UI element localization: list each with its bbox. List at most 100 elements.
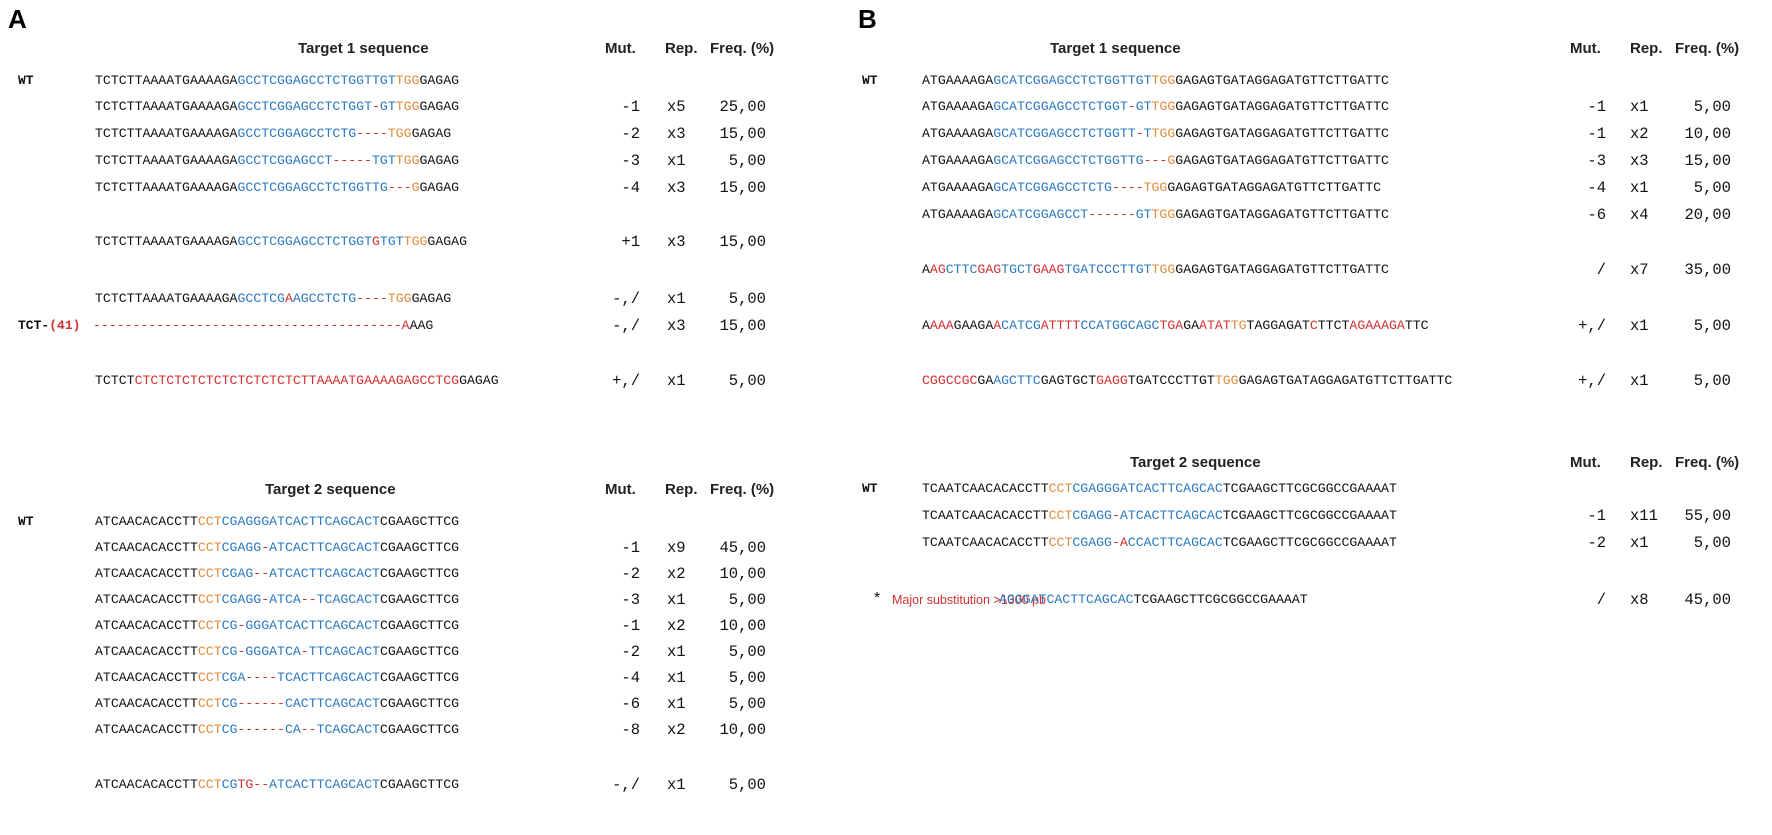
repetition-count: x1: [1630, 98, 1649, 116]
frequency-value: 5,00: [728, 290, 766, 308]
sequence-segment: GAGG: [1096, 373, 1128, 388]
repetition-count: x1: [1630, 534, 1649, 552]
frequency-value: 10,00: [719, 617, 766, 635]
sequence-segment: C: [1309, 318, 1318, 333]
sequence-segment: TCGAAGCTTCGCGGCCGAAAAT: [1222, 508, 1397, 523]
row-label: WT: [18, 73, 34, 88]
alignment-row: ATGAAAAGAGCATCGGAGCCTCTG----TGGGAGAGTGAT…: [0, 179, 1772, 200]
sequence-segment: -: [1135, 126, 1144, 141]
alignment-row: TCTCTTAAAATGAAAAGAGCCTCGAAGCCTCTG----TGG…: [0, 290, 1772, 311]
sequence-segment: CG: [221, 644, 238, 659]
panel-b-target1-mut-header: Mut.: [1570, 40, 1601, 57]
sequence-segment: TCAATCAACACACCTT: [922, 508, 1049, 523]
dna-sequence: ATCAACACACCTTCCTCG------CA--TCAGCACTCGAA…: [95, 722, 459, 737]
dna-sequence: AGGGATCACTTCAGCACTCGAAGCTTCGCGGCCGAAAAT: [999, 592, 1308, 607]
sequence-segment: AG: [929, 262, 946, 277]
mutation-value: -1: [1587, 98, 1606, 116]
sequence-segment: GCCTCGGAGCCTCTGGT: [237, 99, 372, 114]
dna-sequence: TCAATCAACACACCTTCCTCGAGGGATCACTTCAGCACTC…: [922, 481, 1397, 496]
sequence-segment: GAAGA: [953, 318, 994, 333]
sequence-segment: -: [237, 644, 246, 659]
panel-b-target2-title: Target 2 sequence: [1130, 454, 1261, 471]
mutation-value: -1: [1587, 125, 1606, 143]
frequency-value: 15,00: [719, 233, 766, 251]
panel-b-target2-freq-header: Freq. (%): [1675, 454, 1740, 471]
sequence-segment: ----: [356, 126, 388, 141]
frequency-value: 15,00: [719, 317, 766, 335]
alignment-row: ATCAACACACCTTCCTCG-GGGATCACTTCAGCACTCGAA…: [0, 617, 1772, 638]
dna-sequence: ATGAAAAGAGCATCGGAGCCTCTGGT-GTTGGGAGAGTGA…: [922, 99, 1389, 114]
sequence-segment: GAGAGTGATAGGAGATGTTCTTGATTC: [1175, 207, 1389, 222]
alignment-row: TCTCTTAAAATGAAAAGAGCCTCGGAGCCTCTGGTTG---…: [0, 179, 1772, 200]
frequency-value: 10,00: [719, 721, 766, 739]
frequency-value: 5,00: [1693, 179, 1731, 197]
sequence-segment: GT: [379, 99, 396, 114]
mutation-value: -,/: [612, 317, 640, 335]
alignment-row: TCAATCAACACACCTTCCTCGAGG-ATCACTTCAGCACTC…: [0, 507, 1772, 528]
sequence-segment: GCCTCGGAGCCTCTGGT: [237, 234, 372, 249]
mutation-value: -2: [621, 125, 640, 143]
sequence-segment: TGG: [387, 291, 412, 306]
panel-b-target1-freq-header: Freq. (%): [1675, 40, 1740, 57]
frequency-value: 5,00: [728, 152, 766, 170]
sequence-segment: TG: [237, 777, 254, 792]
panel-a-target2-mut-header: Mut.: [605, 481, 636, 498]
sequence-segment: GCCTCGGAGCCTCTGGTTGT: [237, 73, 396, 88]
sequence-segment: ATCAACACACCTT: [95, 696, 198, 711]
mutation-value: -2: [1587, 534, 1606, 552]
sequence-segment: CA: [284, 722, 301, 737]
sequence-segment: CGAAGCTTCG: [379, 696, 460, 711]
sequence-segment: GAGAGTGATAGGAGATGTTCTTGATTC: [1175, 262, 1389, 277]
sequence-segment: TGG: [403, 234, 428, 249]
sequence-segment: TGG: [395, 99, 420, 114]
sequence-segment: TGG: [1151, 73, 1176, 88]
sequence-segment: CGAAGCTTCG: [379, 777, 460, 792]
sequence-segment: ATTTT: [1040, 318, 1081, 333]
sequence-segment: ATAT: [1199, 318, 1231, 333]
sequence-segment: GAGAG: [419, 153, 460, 168]
sequence-segment: GCATCGGAGCCTCTGGTTGT: [993, 73, 1152, 88]
mutation-value: -8: [621, 721, 640, 739]
sequence-segment: GA: [977, 373, 994, 388]
sequence-segment: TCTCT: [95, 373, 135, 388]
panel-a-target2-rep-header: Rep.: [665, 481, 698, 498]
repetition-count: x1: [667, 372, 686, 390]
repetition-count: x8: [1630, 591, 1649, 609]
dna-sequence: ATGAAAAGAGCATCGGAGCCTCTGGTTG---GGAGAGTGA…: [922, 153, 1389, 168]
sequence-segment: ATGAAAAGA: [922, 99, 994, 114]
sequence-segment: TGG: [1214, 373, 1239, 388]
frequency-value: 20,00: [1684, 206, 1731, 224]
sequence-segment: TCTCTTAAAATGAAAAGA: [95, 126, 238, 141]
sequence-segment: GCCTCGGAGCCT: [237, 153, 333, 168]
sequence-segment: TGG: [1151, 126, 1176, 141]
frequency-value: 5,00: [728, 372, 766, 390]
dna-sequence: ATCAACACACCTTCCTCG-GGGATCA-TTCAGCACTCGAA…: [95, 644, 459, 659]
dna-sequence: TCAATCAACACACCTTCCTCGAGG-ACCACTTCAGCACTC…: [922, 535, 1397, 550]
sequence-segment: GAGAG: [459, 373, 499, 388]
sequence-segment: CGAGG: [221, 592, 262, 607]
frequency-value: 5,00: [1693, 534, 1731, 552]
sequence-segment: GAGAGTGATAGGAGATGTTCTTGATTC: [1175, 126, 1389, 141]
repetition-count: x1: [667, 290, 686, 308]
alignment-row: ATCAACACACCTTCCTCGA----TCACTTCAGCACTCGAA…: [0, 669, 1772, 690]
sequence-segment: GGGATCA: [245, 644, 301, 659]
alignment-row: ATCAACACACCTTCCTCGAGG-ATCACTTCAGCACTCGAA…: [0, 539, 1772, 560]
row-label: WT: [18, 514, 34, 529]
sequence-segment: ----: [1111, 180, 1144, 195]
sequence-segment: GT: [1135, 207, 1152, 222]
sequence-segment: TCGAAGCTTCGCGGCCGAAAAT: [1222, 481, 1397, 496]
panel-b-target2-rep-header: Rep.: [1630, 454, 1663, 471]
dna-sequence: ATGAAAAGAGCATCGGAGCCT------GTTGGGAGAGTGA…: [922, 207, 1389, 222]
sequence-segment: -: [1111, 508, 1120, 523]
repetition-count: x3: [667, 233, 686, 251]
sequence-segment: AGGGATCACTTCAGCAC: [999, 592, 1134, 607]
mutation-value: -2: [621, 643, 640, 661]
sequence-segment: CACTTCAGCACT: [284, 696, 380, 711]
dna-sequence: CGGCCGCGAAGCTTCGAGTGCTGAGGTGATCCCTTGTTGG…: [922, 373, 1452, 388]
repetition-count: x9: [667, 539, 686, 557]
mutation-value: -6: [1587, 206, 1606, 224]
sequence-segment: TTCT: [1317, 318, 1350, 333]
alignment-row: WT TCAATCAACACACCTTCCTCGAGGGATCACTTCAGCAC…: [0, 481, 1772, 501]
frequency-value: 15,00: [1684, 152, 1731, 170]
sequence-segment: TG: [1230, 318, 1247, 333]
